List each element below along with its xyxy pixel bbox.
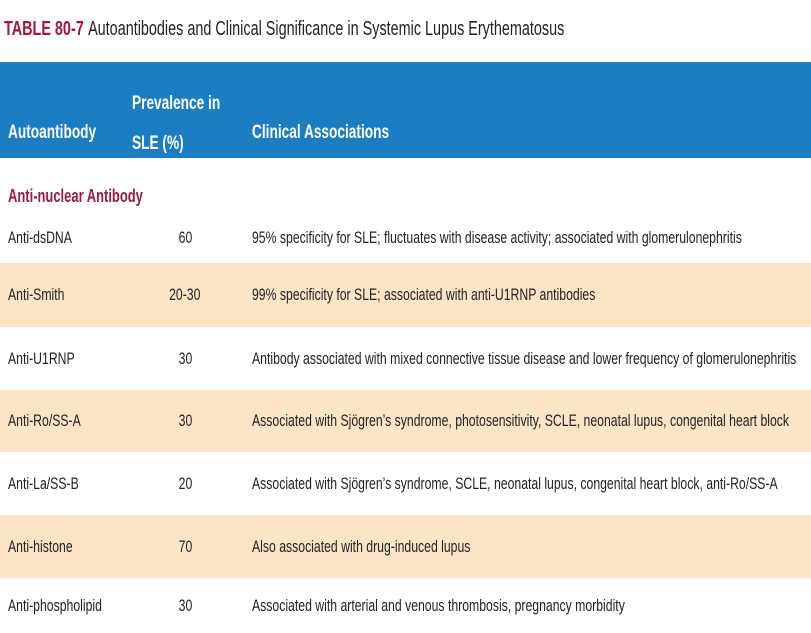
table-cell: Anti-U1RNP [8,349,101,369]
table-row: Anti-phospholipid 30 Associated with arter… [0,578,811,633]
table-cell: Anti-histone [8,537,98,557]
cell-text: 20 [178,473,192,493]
table-cell: Associated with Sjögren’s syndrome, phot… [252,411,811,431]
table-label: TABLE 80-7 [4,18,84,40]
header-text: Autoantibody [8,122,97,143]
cell-text: Associated with Sjögren’s syndrome, SCLE… [252,473,778,493]
header-cell: Clinical Associations [252,122,442,144]
cell-text: Anti-Smith [8,285,65,304]
table-row: Anti-U1RNP 30 Antibody associated with mix… [0,327,811,390]
table-row: Anti-histone 70 Also associated with drug-… [0,515,811,578]
table-cell: 95% specificity for SLE; fluctuates with… [252,228,811,248]
table-cell: 70 [140,537,230,557]
header-cell: Autoantibody [8,122,130,144]
cell-text: Associated with Sjögren’s syndrome, phot… [252,411,790,430]
table-cell: Anti-phospholipid [8,596,138,616]
cell-text: 30 [178,411,192,430]
table-cell: Associated with arterial and venous thro… [252,596,770,616]
cell-text: Antibody associated with mixed connectiv… [252,348,797,368]
table-row: Anti-Smith 20-30 99% specificity for SLE; … [0,263,811,327]
table-cell: 30 [140,411,230,431]
cell-text: 95% specificity for SLE; fluctuates with… [252,228,742,247]
table-header: Autoantibody Prevalence in SLE (%) Clini… [0,62,811,158]
header-text: Clinical Associations [252,122,390,143]
table-row: Anti-Ro/SS-A 30 Associated with Sjögren’s … [0,390,811,452]
cell-text: Anti-phospholipid [8,595,102,615]
table-cell: Anti-Smith [8,285,86,305]
table-cell: Also associated with drug-induced lupus [252,537,555,557]
title-block: TABLE 80-7 Autoantibodies and Clinical Si… [4,18,564,41]
table-cell: 30 [140,596,230,616]
section-text: Anti-nuclear Antibody [8,186,143,206]
table-cell: 99% specificity for SLE; associated with… [252,285,729,305]
table-cell: Associated with Sjögren’s syndrome, SCLE… [252,474,811,494]
table-row: Anti-La/SS-B 20 Associated with Sjögren’s … [0,452,811,515]
cell-text: 30 [178,595,192,615]
cell-text: 20-30 [169,285,201,304]
cell-text: Anti-histone [8,536,73,556]
cell-text: Anti-U1RNP [8,348,75,368]
section-label: Anti-nuclear Antibody [8,186,195,207]
cell-text: Anti-La/SS-B [8,473,79,493]
table-cell: 20-30 [140,285,230,305]
table-cell: 30 [140,349,230,369]
table-cell: Anti-dsDNA [8,228,97,248]
cell-text: Also associated with drug-induced lupus [252,536,471,556]
table-cell: Anti-La/SS-B [8,474,106,494]
table-cell: 60 [140,228,230,248]
cell-text: Anti-dsDNA [8,228,72,247]
table-cell: Antibody associated with mixed connectiv… [252,349,811,369]
table-row: Anti-dsDNA 60 95% specificity for SLE; flu… [0,160,811,263]
table-title: TABLE 80-7 Autoantibodies and Clinical Si… [4,18,782,41]
table-cell: Anti-Ro/SS-A [8,411,109,431]
cell-text: 99% specificity for SLE; associated with… [252,285,596,304]
cell-text: Associated with arterial and venous thro… [252,595,625,615]
title-text: Autoantibodies and Clinical Significance… [88,18,565,40]
cell-text: Anti-Ro/SS-A [8,411,81,430]
cell-text: 30 [178,348,192,368]
header-cell: Prevalence in SLE (%) [132,93,221,154]
cell-text: 60 [178,228,192,247]
table-cell: 20 [140,474,230,494]
cell-text: 70 [178,536,192,556]
